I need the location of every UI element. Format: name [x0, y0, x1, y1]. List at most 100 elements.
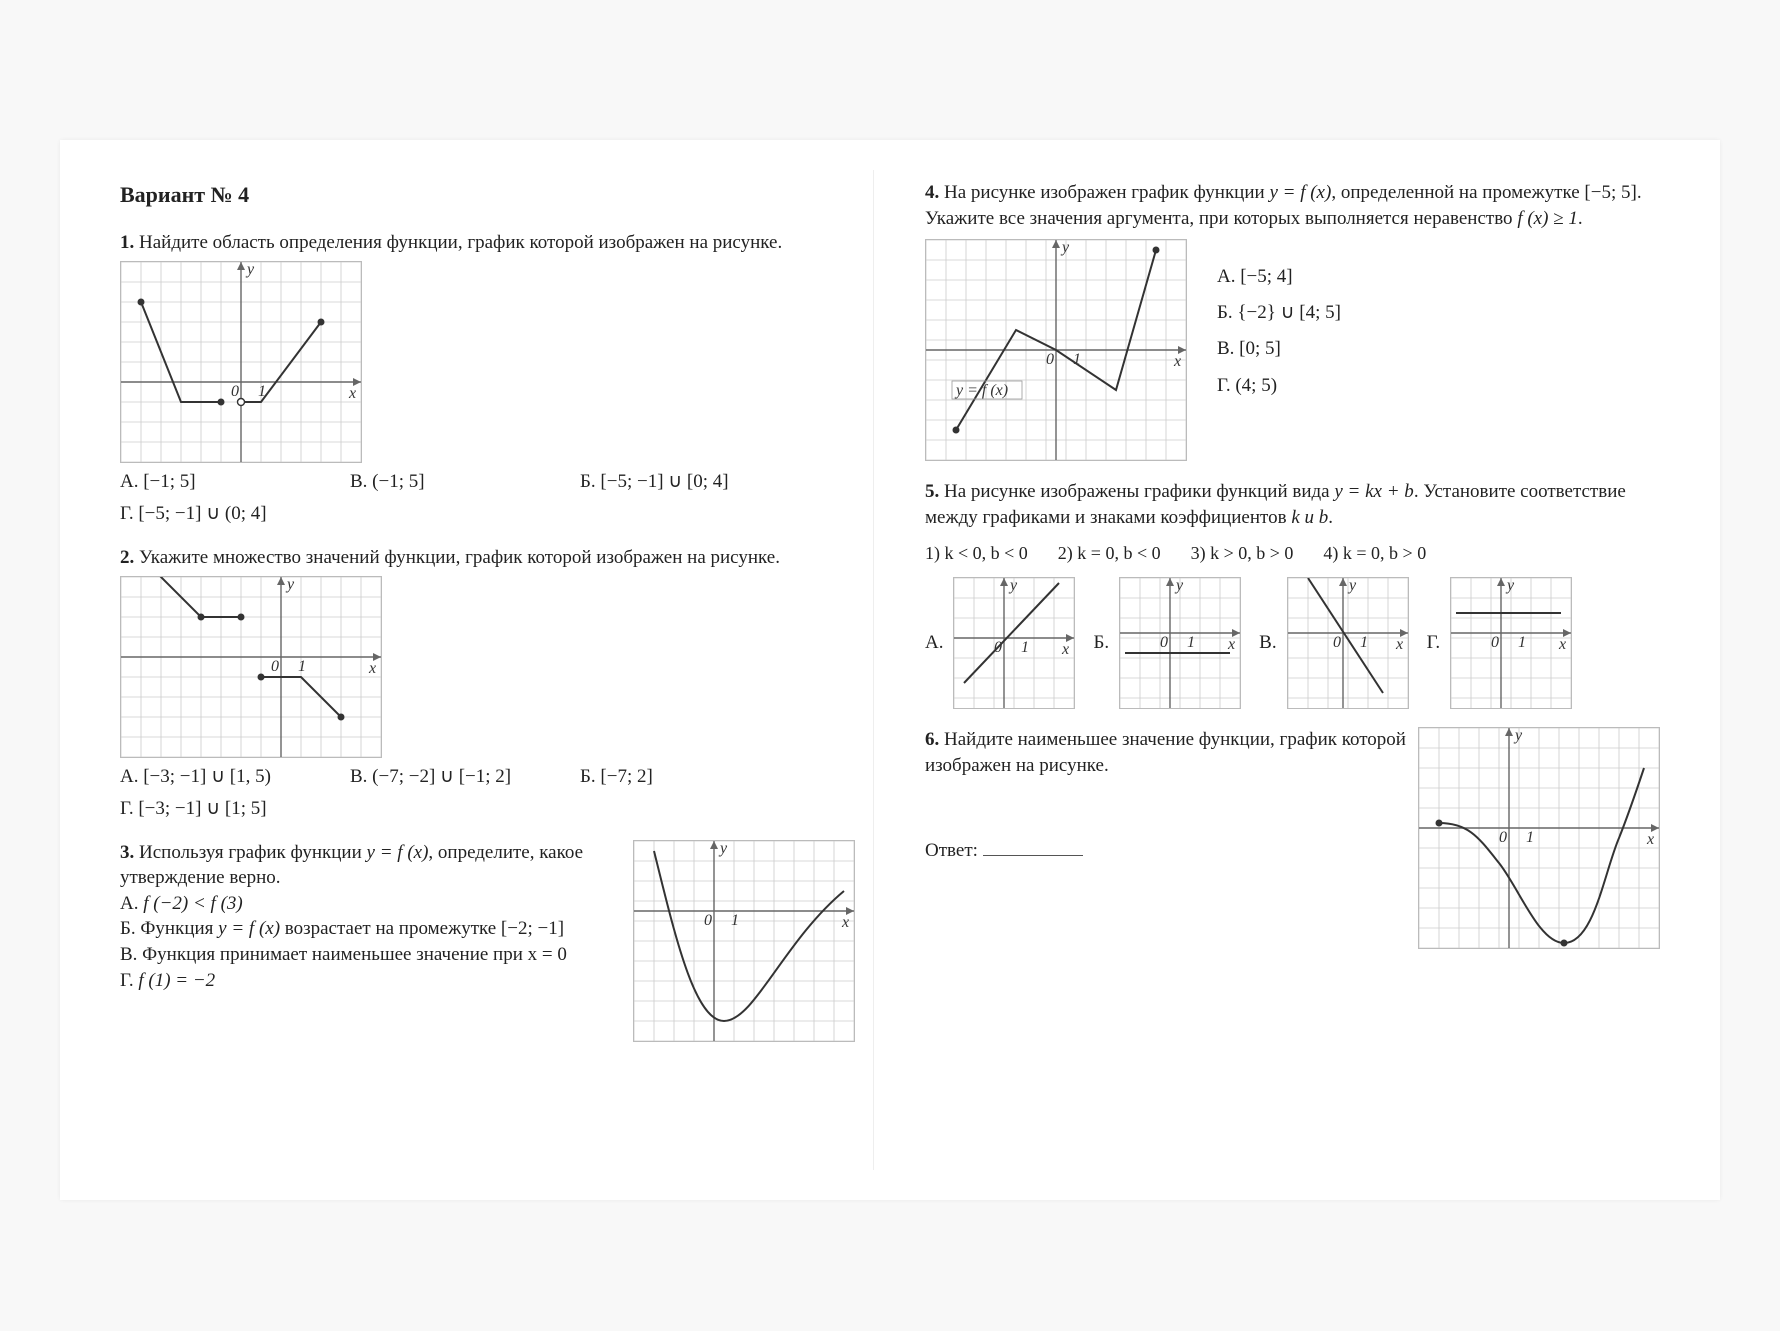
svg-text:y: y [285, 576, 295, 593]
task-1: 1. Найдите область определения функции, … [120, 230, 855, 527]
variant-title: Вариант № 4 [120, 180, 855, 210]
svg-text:0: 0 [1491, 634, 1499, 651]
svg-text:1: 1 [1360, 634, 1368, 651]
ans-3b-post: возрастает на промежутке [−2; −1] [280, 918, 564, 939]
task-4-graph: xy01y = f (x) [925, 239, 1187, 461]
svg-text:1: 1 [1021, 639, 1029, 656]
svg-text:x: x [1173, 353, 1181, 370]
svg-text:y: y [1505, 577, 1515, 594]
legend-2: 2) k = 0, b < 0 [1058, 541, 1161, 565]
ans-4d: Г. (4; 5) [1217, 368, 1341, 404]
task-1-text: Найдите область определения функции, гра… [134, 232, 782, 253]
ans-2b: Б. [−7; 2] [580, 764, 760, 790]
svg-text:x: x [1558, 636, 1566, 653]
task-4-fn: y = f (x) [1269, 182, 1331, 203]
svg-text:1: 1 [1187, 634, 1195, 651]
task-4-fn2: f (x) ≥ 1 [1517, 208, 1578, 229]
task-5-kb: k и b [1291, 507, 1328, 528]
mini-d-label: Г. [1427, 630, 1441, 656]
svg-text:1: 1 [1518, 634, 1526, 651]
svg-text:0: 0 [1046, 351, 1054, 368]
task-5-dot: . [1328, 507, 1333, 528]
mini-graph-d: x y 0 1 [1450, 577, 1572, 709]
task-1-graph: xy01 [120, 261, 362, 463]
task-6: x y 0 1 6. Найдите наименьшее значение функ… [925, 727, 1660, 949]
svg-text:1: 1 [731, 912, 739, 929]
ans-3d-pre: Г. [120, 970, 138, 991]
mini-graph-a: xy01 [953, 577, 1075, 709]
task-6-text: Найдите наименьшее значение функции, гра… [925, 729, 1406, 776]
svg-text:y: y [1513, 727, 1523, 744]
task-4-post: . [1578, 208, 1583, 229]
legend-4: 4) k = 0, b > 0 [1323, 541, 1426, 565]
task-5-fn: y = kx + b [1334, 481, 1413, 502]
svg-text:x: x [841, 914, 849, 931]
ans-3a-pre: А. [120, 893, 143, 914]
ans-3b-fn: y = f (x) [218, 918, 280, 939]
svg-text:y: y [1347, 577, 1357, 594]
task-3-num: 3. [120, 842, 134, 863]
svg-text:1: 1 [1526, 829, 1534, 846]
task-4-answers: А. [−5; 4] Б. {−2} ∪ [4; 5] В. [0; 5] Г.… [1217, 239, 1341, 403]
svg-text:x: x [1646, 831, 1654, 848]
task-3-fn: y = f (x) [367, 842, 429, 863]
task-3-graph: x y 0 1 [633, 840, 855, 1042]
svg-text:y: y [1174, 577, 1184, 594]
legend-1: 1) k < 0, b < 0 [925, 541, 1028, 565]
right-column: 4. На рисунке изображен график функции y… [925, 180, 1660, 1160]
answer-label: Ответ: [925, 840, 978, 861]
task-3-pre: Используя график функции [134, 842, 366, 863]
svg-text:0: 0 [1333, 634, 1341, 651]
task-2: 2. Укажите множество значений функции, г… [120, 545, 855, 822]
svg-text:0: 0 [1499, 829, 1507, 846]
answer-blank[interactable] [983, 841, 1083, 856]
svg-text:0: 0 [271, 658, 279, 675]
task-3: x y 0 1 3. Используя график функции y = f (… [120, 840, 855, 1042]
task-5-graphs: А. x y 0 1 Б. x y 0 1 В. x y 0 1 Г. x y 0 1 [925, 577, 1660, 709]
ans-4a: А. [−5; 4] [1217, 259, 1341, 295]
svg-text:y: y [245, 261, 255, 278]
task-4-pre: На рисунке изображен график функции [939, 182, 1269, 203]
ans-1a: А. [−1; 5] [120, 469, 300, 495]
task-4: 4. На рисунке изображен график функции y… [925, 180, 1660, 461]
mini-graph-b: x y 0 1 [1119, 577, 1241, 709]
ans-3d-fn: f (1) = −2 [138, 970, 215, 991]
task-2-text: Укажите множество значений функции, граф… [134, 547, 780, 568]
svg-text:x: x [1061, 641, 1069, 658]
ans-1b: Б. [−5; −1] ∪ [0; 4] [580, 469, 760, 495]
svg-text:y: y [718, 840, 728, 857]
svg-text:x: x [348, 385, 356, 402]
task-1-answers: А. [−1; 5] В. (−1; 5] Б. [−5; −1] ∪ [0; … [120, 469, 855, 526]
legend-3: 3) k > 0, b > 0 [1191, 541, 1294, 565]
task-5-pre: На рисунке изображены графики функций ви… [939, 481, 1334, 502]
ans-1c: В. (−1; 5] [350, 469, 530, 495]
ans-2c: В. (−7; −2] ∪ [−1; 2] [350, 764, 530, 790]
svg-text:1: 1 [298, 658, 306, 675]
ans-1d: Г. [−5; −1] ∪ (0; 4] [120, 501, 300, 527]
svg-text:x: x [1395, 636, 1403, 653]
task-6-graph: x y 0 1 [1418, 727, 1660, 949]
svg-text:y: y [1060, 239, 1070, 256]
svg-text:0: 0 [231, 383, 239, 400]
svg-text:x: x [1227, 636, 1235, 653]
mini-c-label: В. [1259, 630, 1276, 656]
task-2-answers: А. [−3; −1] ∪ [1, 5) В. (−7; −2] ∪ [−1; … [120, 764, 855, 821]
task-1-num: 1. [120, 232, 134, 253]
worksheet-sheet: Вариант № 4 1. Найдите область определен… [60, 140, 1720, 1200]
task-6-num: 6. [925, 729, 939, 750]
ans-3b-pre: Б. Функция [120, 918, 218, 939]
task-2-graph: xy01 [120, 576, 382, 758]
task-2-num: 2. [120, 547, 134, 568]
mini-b-label: Б. [1093, 630, 1109, 656]
task-5: 5. На рисунке изображены графики функций… [925, 479, 1660, 709]
task-5-num: 5. [925, 481, 939, 502]
mini-a-label: А. [925, 630, 943, 656]
svg-text:0: 0 [704, 912, 712, 929]
task-5-legend: 1) k < 0, b < 0 2) k = 0, b < 0 3) k > 0… [925, 541, 1660, 565]
svg-text:y = f (x): y = f (x) [954, 382, 1008, 399]
ans-3a-fn: f (−2) < f (3) [143, 893, 243, 914]
ans-4c: В. [0; 5] [1217, 331, 1341, 367]
ans-2d: Г. [−3; −1] ∪ [1; 5] [120, 796, 300, 822]
svg-text:y: y [1008, 577, 1018, 594]
svg-text:0: 0 [1160, 634, 1168, 651]
